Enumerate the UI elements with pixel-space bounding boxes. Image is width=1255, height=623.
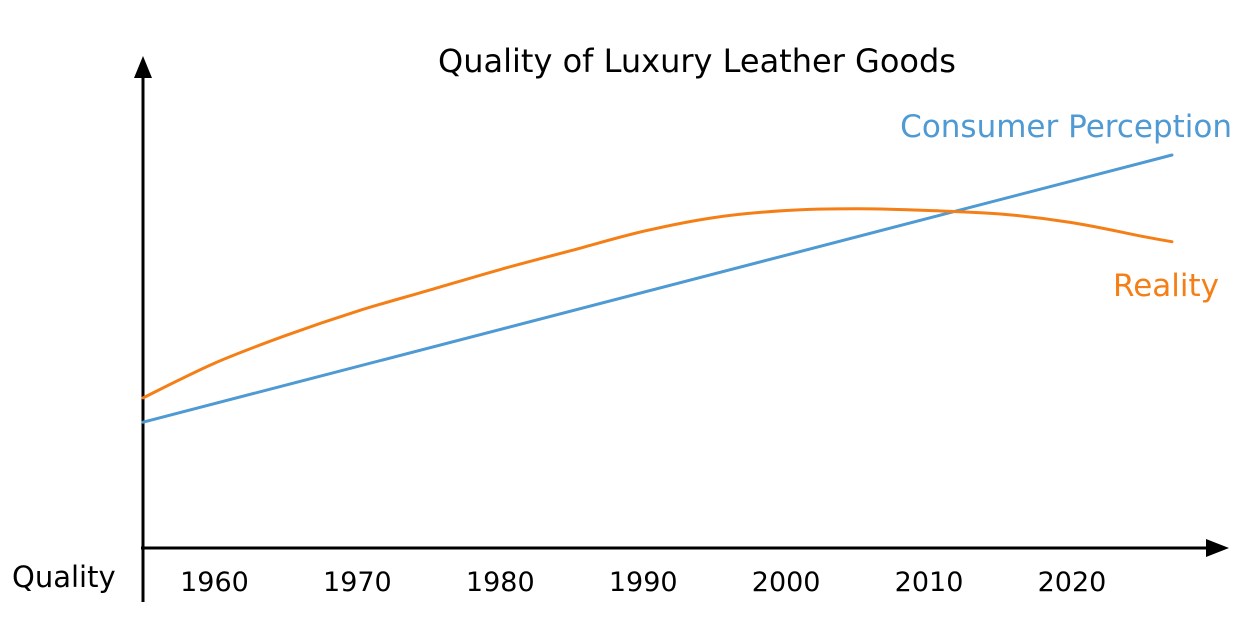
x-axis-arrowhead [1206,539,1229,557]
series-label-consumer-perception: Consumer Perception [900,109,1232,145]
x-tick-label: 2010 [895,567,964,598]
chart-title: Quality of Luxury Leather Goods [438,42,956,80]
x-tick-label: 1980 [466,567,535,598]
y-axis-arrowhead [134,56,152,78]
series-labels: Consumer Perception Reality [900,109,1232,304]
x-tick-label: 2000 [752,567,821,598]
x-tick-label: 1970 [323,567,392,598]
series-label-reality: Reality [1113,268,1219,304]
series-layer [141,153,1174,424]
series-line-consumer-perception [141,153,1174,424]
series-line-reality [141,207,1174,400]
x-tick-label: 1960 [180,567,249,598]
x-tick-label: 2020 [1038,567,1107,598]
x-tick-labels: 1960 1970 1980 1990 2000 2010 2020 [180,567,1106,598]
y-axis-label: Quality [12,560,116,594]
x-tick-label: 1990 [609,567,678,598]
